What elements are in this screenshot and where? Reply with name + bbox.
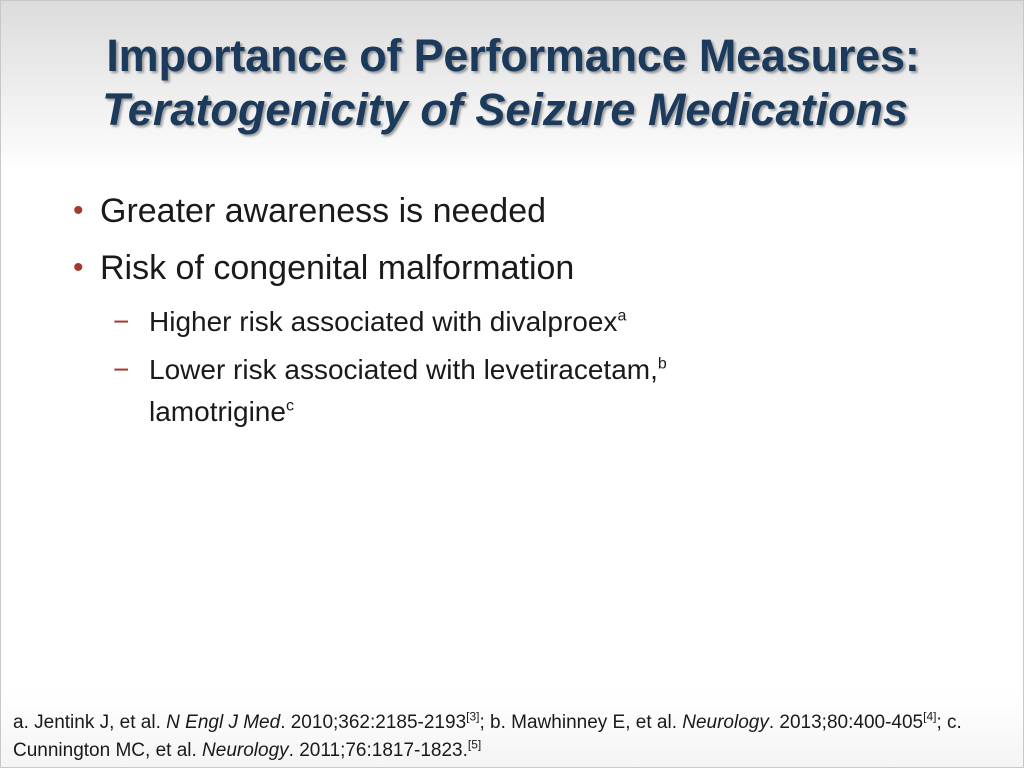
title-line-2: Teratogenicity of Seizure Medications [101,84,908,135]
sub-bullet-text: Higher risk associated with divalproex [149,306,618,337]
dash-marker: − [113,354,130,385]
ref-a-authors: a. Jentink J, et al. [13,712,167,733]
sub-bullet-text: Lower risk associated with levetiracetam… [149,354,658,385]
superscript: a [617,307,627,325]
bullet-text: Risk of congenital malformation [100,249,575,287]
ref-a-number: [3] [466,709,480,724]
bullet-list: • Greater awareness is needed • Risk of … [73,187,973,439]
dash-marker: − [113,306,130,337]
bullet-item: • Greater awareness is needed [73,187,973,235]
ref-b-journal: Neurology [682,712,769,733]
sub-bullet-item: − Higher risk associated with divalproex… [73,301,809,343]
ref-a-journal: N Engl J Med [166,712,281,733]
references-footnote: a. Jentink J, et al. N Engl J Med. 2010;… [13,709,1013,765]
ref-c-authors: ; c. Cunnington MC, et al. [13,712,962,761]
ref-b-citation: . 2013;80:400-405 [768,712,924,733]
bullet-marker: • [73,194,84,227]
ref-b-number: [4] [923,709,937,724]
bullet-marker: • [73,251,84,284]
ref-c-citation: . 2011;76:1817-1823. [288,740,468,761]
title-line-1: Importance of Performance Measures: [106,30,920,81]
sub-bullet-text-continued: lamotrigine [149,396,286,427]
superscript: b [657,355,667,373]
bullet-item: • Risk of congenital malformation [73,244,973,292]
superscript: c [285,397,294,415]
ref-a-citation: . 2010;362:2185-2193 [280,712,467,733]
slide-title: Importance of Performance Measures: Tera… [1,29,1024,137]
ref-c-journal: Neurology [202,740,289,761]
ref-b-authors: ; b. Mawhinney E, et al. [479,712,683,733]
sub-bullet-item: − Lower risk associated with levetiracet… [73,349,809,433]
bullet-text: Greater awareness is needed [100,192,547,230]
ref-c-number: [5] [467,737,482,752]
